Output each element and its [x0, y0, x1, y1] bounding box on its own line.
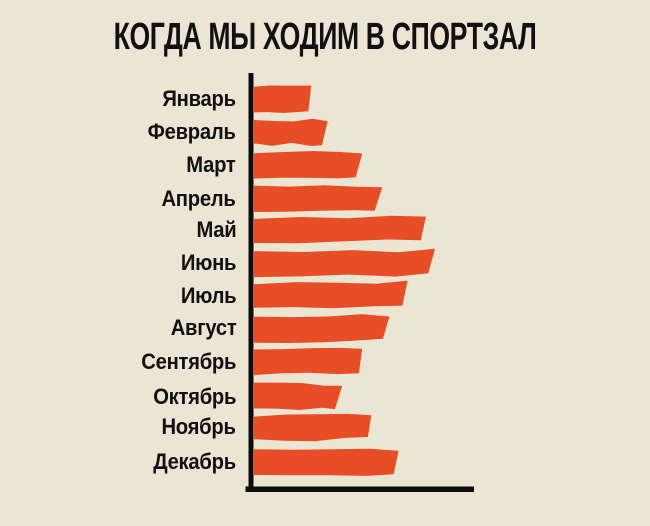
x-axis-line: [245, 486, 474, 492]
category-label-9: Сентябрь: [141, 348, 236, 374]
bar-12-декабрь: [253, 448, 399, 476]
bar-6-июнь: [253, 248, 435, 278]
bar-10-октябрь: [253, 382, 343, 410]
category-label-2: Февраль: [148, 119, 236, 145]
category-label-8: Август: [170, 315, 236, 341]
bar-9-сентябрь: [253, 347, 363, 376]
bar-11-ноябрь: [253, 413, 372, 442]
category-label-11: Ноябрь: [161, 414, 236, 440]
category-label-12: Декабрь: [153, 449, 236, 475]
category-label-3: Март: [186, 151, 237, 177]
chart-title: КОГДА МЫ ХОДИМ В СПОРТЗАЛ: [113, 16, 537, 58]
category-label-1: Январь: [162, 86, 237, 112]
category-label-4: Апрель: [161, 185, 236, 211]
bar-7-июль: [253, 280, 408, 309]
category-label-10: Октябрь: [153, 383, 236, 409]
bar-1-январь: [253, 85, 312, 113]
bar-5-май: [253, 215, 426, 244]
category-label-7: Июль: [180, 282, 236, 308]
bar-4-апрель: [253, 185, 383, 212]
bar-8-август: [253, 314, 390, 343]
category-label-5: Май: [196, 216, 236, 242]
y-axis-line: [248, 73, 254, 492]
bar-2-февраль: [253, 118, 328, 146]
bar-3-март: [253, 151, 363, 179]
category-label-6: Июнь: [180, 250, 237, 276]
bars-group: [253, 85, 435, 476]
